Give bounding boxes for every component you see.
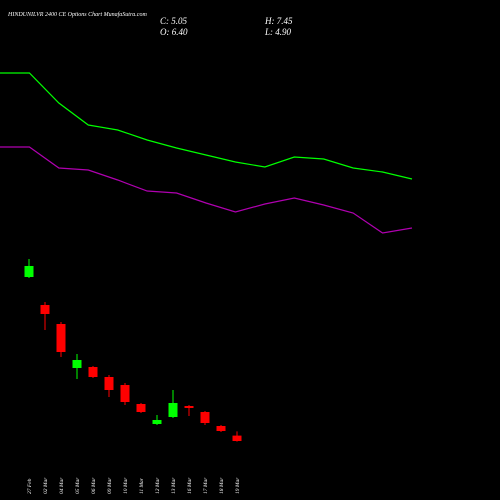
x-tick-label: 02 Mar	[43, 477, 49, 494]
x-tick-label: 12 Mar	[155, 477, 161, 494]
candle-body	[120, 385, 130, 402]
candle-body	[152, 420, 162, 424]
x-tick-label: 18 Mar	[219, 477, 225, 494]
candle-body	[40, 305, 50, 314]
candle-body	[168, 403, 178, 417]
x-tick-label: 05 Mar	[75, 477, 81, 494]
x-tick-label: 06 Mar	[91, 477, 97, 494]
ohlc-open: O: 6.40	[160, 27, 188, 37]
candle-body	[24, 266, 34, 277]
x-tick-label: 09 Mar	[107, 477, 113, 494]
x-tick-label: 27 Feb	[27, 478, 33, 494]
candle-body	[232, 435, 242, 441]
candle-body	[184, 406, 194, 408]
x-tick-label: 19 Mar	[235, 477, 241, 494]
x-tick-label: 10 Mar	[123, 477, 129, 494]
x-tick-label: 17 Mar	[203, 477, 209, 494]
x-tick-label: 16 Mar	[187, 477, 193, 494]
candle-body	[88, 367, 98, 377]
candle-body	[216, 426, 226, 431]
x-tick-label: 13 Mar	[171, 477, 177, 494]
line	[0, 72, 413, 180]
candle-body	[104, 377, 114, 390]
candle-body	[136, 404, 146, 412]
candle-body	[200, 412, 210, 423]
x-tick-label: 11 Mar	[139, 477, 145, 494]
candle-body	[72, 360, 82, 368]
candle-body	[56, 324, 66, 352]
ohlc-close: C: 5.05	[160, 16, 188, 26]
chart-title: HINDUNILVR 2400 CE Options Chart MunafaS…	[7, 11, 147, 18]
line	[0, 146, 413, 234]
ohlc-low: L: 4.90	[264, 27, 292, 37]
x-tick-label: 04 Mar	[58, 477, 65, 494]
ohlc-high: H: 7.45	[264, 16, 293, 26]
